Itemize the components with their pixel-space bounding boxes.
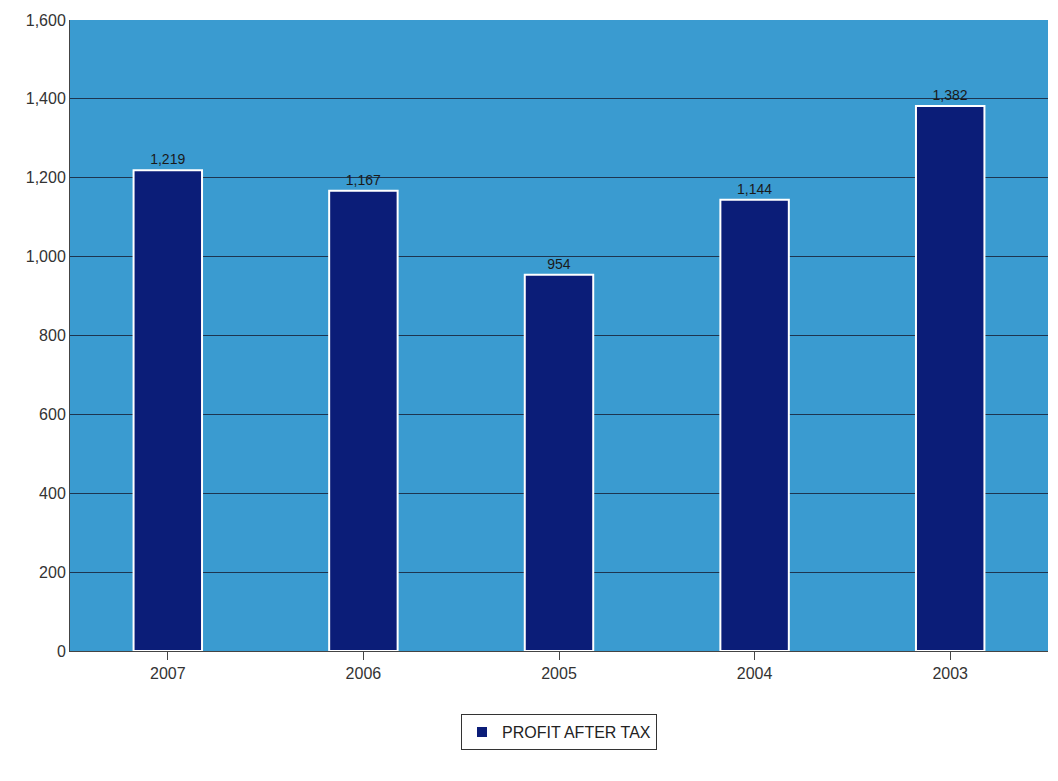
svg-text:954: 954 <box>547 256 571 272</box>
svg-text:2007: 2007 <box>150 665 186 682</box>
svg-text:1,400: 1,400 <box>26 90 66 107</box>
svg-text:0: 0 <box>57 643 66 660</box>
svg-text:1,144: 1,144 <box>737 181 772 197</box>
svg-text:2005: 2005 <box>541 665 577 682</box>
svg-text:2003: 2003 <box>932 665 968 682</box>
svg-text:800: 800 <box>39 327 66 344</box>
svg-text:1,219: 1,219 <box>150 151 185 167</box>
svg-text:400: 400 <box>39 485 66 502</box>
svg-text:1,000: 1,000 <box>26 248 66 265</box>
svg-text:1,600: 1,600 <box>26 12 66 29</box>
svg-text:1,167: 1,167 <box>346 172 381 188</box>
svg-text:1,200: 1,200 <box>26 169 66 186</box>
svg-text:PROFIT AFTER TAX: PROFIT AFTER TAX <box>502 724 651 741</box>
svg-text:1,382: 1,382 <box>933 87 968 103</box>
svg-text:200: 200 <box>39 564 66 581</box>
svg-text:2004: 2004 <box>737 665 773 682</box>
svg-text:2006: 2006 <box>346 665 382 682</box>
svg-text:600: 600 <box>39 406 66 423</box>
